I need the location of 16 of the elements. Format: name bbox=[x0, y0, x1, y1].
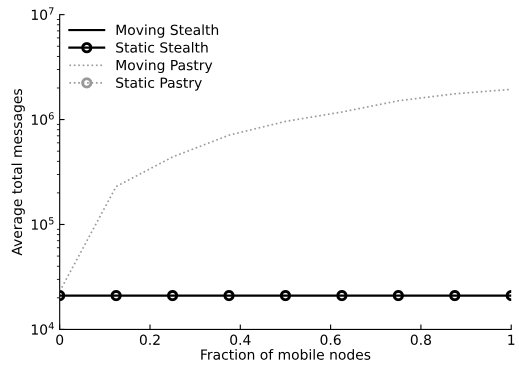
legend-label: Moving Stealth bbox=[116, 24, 218, 38]
legend-label: Moving Pastry bbox=[116, 60, 212, 74]
y-tick-label: 10$^{5}$ bbox=[32, 217, 54, 230]
y-tick-label: 10$^{7}$ bbox=[32, 7, 54, 20]
y-axis-title: Average total messages bbox=[11, 89, 25, 256]
y-tick-label: 10$^{4}$ bbox=[32, 322, 54, 335]
x-tick-label: 0.8 bbox=[410, 334, 432, 346]
y-tick-label: 10$^{6}$ bbox=[32, 112, 54, 125]
x-tick-label: 0 bbox=[56, 334, 64, 346]
legend-label: Static Pastry bbox=[116, 77, 202, 91]
x-tick-label: 0.6 bbox=[320, 334, 341, 346]
x-tick-label: 1 bbox=[508, 334, 514, 345]
x-axis-title: Fraction of mobile nodes bbox=[201, 349, 370, 360]
legend-label: Static Stealth bbox=[116, 42, 208, 53]
x-tick-label: 0.4 bbox=[230, 334, 251, 346]
x-tick-label: 0.2 bbox=[140, 334, 160, 346]
